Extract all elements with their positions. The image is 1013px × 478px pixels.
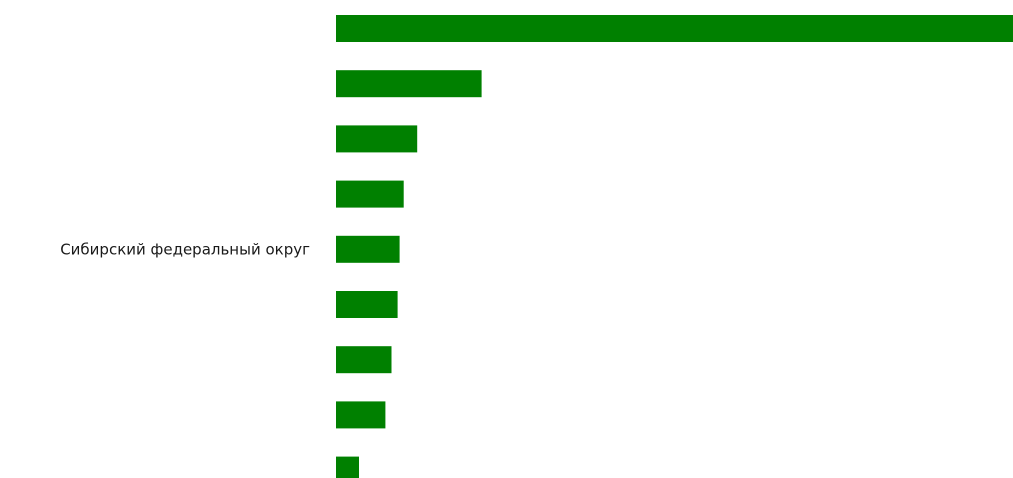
bar-4 xyxy=(336,180,404,208)
bar-1 xyxy=(336,15,1013,42)
bar-8 xyxy=(336,401,386,429)
category-label-5: Сибирский федеральный округ xyxy=(60,240,310,258)
bar-2 xyxy=(336,70,482,98)
category-labels-group: Сибирский федеральный округ xyxy=(60,240,310,258)
bar-5 xyxy=(336,235,400,263)
bar-7 xyxy=(336,346,392,374)
bar-3 xyxy=(336,125,418,153)
bar-9 xyxy=(336,456,359,478)
bar-6 xyxy=(336,291,398,318)
bars-group xyxy=(336,15,1013,478)
